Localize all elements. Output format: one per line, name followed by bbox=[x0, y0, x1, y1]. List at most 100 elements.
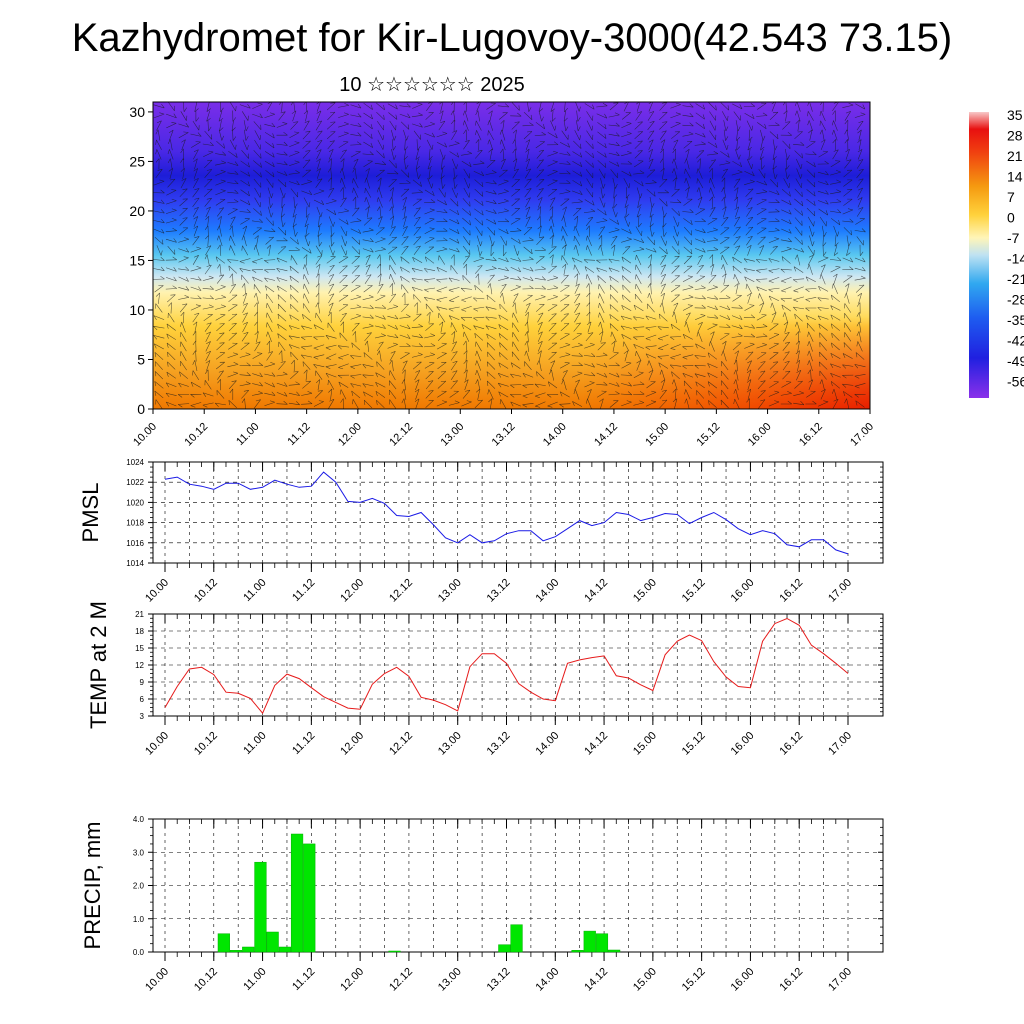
colorbar-label: -21 bbox=[1007, 271, 1024, 287]
x-tick-label: 16.12 bbox=[797, 421, 825, 449]
x-tick-label: 12.00 bbox=[336, 421, 364, 449]
x-tick-label: 15.00 bbox=[643, 421, 671, 449]
precip-bar bbox=[608, 949, 621, 953]
precip-bar bbox=[229, 950, 243, 953]
x-tick-label: 15.00 bbox=[631, 966, 659, 994]
x-tick-label: 14.00 bbox=[541, 421, 569, 449]
colorbar-ramp bbox=[969, 112, 989, 398]
x-tick-label: 17.00 bbox=[826, 966, 854, 994]
x-tick-label: 14.00 bbox=[533, 730, 561, 758]
y-tick-label: 5 bbox=[137, 351, 145, 367]
precip-bar bbox=[388, 950, 401, 953]
y-tick-label: 1018 bbox=[126, 519, 144, 528]
x-tick-label: 10.00 bbox=[143, 966, 171, 994]
y-tick-label: 10 bbox=[129, 302, 145, 318]
x-tick-label: 15.00 bbox=[631, 730, 659, 758]
colorbar-label: -14 bbox=[1007, 251, 1024, 267]
y-tick-label: 1.0 bbox=[133, 915, 145, 924]
precip-panel: 0.0 1.0 2.0 3.0 4.0 10.00 10.12 11.00 11.12 12.00… bbox=[80, 815, 884, 994]
y-tick-label: 3 bbox=[140, 712, 145, 721]
precip-bar bbox=[242, 946, 255, 953]
x-tick-label: 15.12 bbox=[695, 421, 723, 449]
x-tick-label: 10.00 bbox=[143, 730, 171, 758]
x-tick-label: 10.12 bbox=[192, 966, 220, 994]
y-axis-label: TEMP at 2 M bbox=[86, 601, 111, 729]
x-tick-label: 15.12 bbox=[680, 966, 708, 994]
x-tick-label: 10.12 bbox=[192, 730, 220, 758]
x-tick-label: 16.00 bbox=[729, 577, 757, 605]
x-tick-label: 12.00 bbox=[338, 577, 366, 605]
colorbar-label: -35 bbox=[1007, 312, 1024, 328]
x-tick-label: 16.12 bbox=[777, 577, 805, 605]
x-tick-label: 11.00 bbox=[241, 966, 268, 993]
precip-bar bbox=[303, 843, 316, 953]
precip-bar bbox=[217, 933, 230, 953]
y-tick-label: 4.0 bbox=[133, 815, 145, 824]
colorbar-label: -7 bbox=[1007, 230, 1020, 246]
colorbar-labels: 35 28 21 14 7 0 -7 -14 -21 -28 -35 -42 -49 -56 bbox=[1007, 107, 1024, 390]
x-tick-label: 13.00 bbox=[436, 577, 464, 605]
colorbar: 35 28 21 14 7 0 -7 -14 -21 -28 -35 -42 -49 -56 bbox=[969, 107, 1024, 398]
x-tick-label: 15.12 bbox=[680, 730, 708, 758]
y-axis-label: PMSL bbox=[78, 483, 103, 543]
x-tick-label: 14.12 bbox=[592, 421, 620, 449]
plot-frame bbox=[152, 461, 884, 564]
page-title: Kazhydromet for Kir-Lugovoy-3000(42.543 … bbox=[71, 16, 953, 60]
x-tick-label: 12.12 bbox=[387, 730, 415, 758]
y-tick-label: 3.0 bbox=[133, 848, 145, 857]
x-tick-label: 14.00 bbox=[533, 966, 561, 994]
precip-bar bbox=[583, 930, 596, 953]
y-axis-label: PRECIP, mm bbox=[80, 822, 105, 950]
x-tick-label: 12.12 bbox=[387, 577, 415, 605]
y-tick-label: 1022 bbox=[126, 478, 144, 487]
precip-bar bbox=[254, 861, 267, 953]
pmsl-series-line bbox=[164, 471, 849, 555]
y-tick-label: 30 bbox=[129, 104, 145, 120]
x-tick-label: 16.00 bbox=[729, 966, 757, 994]
colorbar-label: 28 bbox=[1007, 128, 1023, 144]
wind-vector-field bbox=[153, 102, 866, 409]
x-tick-label: 13.00 bbox=[438, 421, 466, 449]
x-tick-label: 14.12 bbox=[582, 577, 610, 605]
precip-bar bbox=[510, 924, 523, 953]
colorbar-label: -42 bbox=[1007, 333, 1024, 349]
x-tick-label: 17.00 bbox=[826, 577, 854, 605]
page-subtitle: 10 ☆☆☆☆☆☆ 2025 bbox=[339, 74, 525, 96]
x-tick-label: 10.00 bbox=[143, 577, 171, 605]
x-tick-label: 13.12 bbox=[485, 577, 513, 605]
x-tick-label: 12.00 bbox=[338, 730, 366, 758]
y-tick-label: 1014 bbox=[126, 559, 144, 568]
y-tick-label: 0.0 bbox=[133, 948, 145, 957]
x-tick-label: 12.12 bbox=[387, 966, 415, 994]
wind-vectors bbox=[153, 102, 866, 409]
temp-series-line bbox=[164, 617, 849, 715]
precip-bar bbox=[278, 946, 291, 953]
x-tick-label: 16.00 bbox=[729, 730, 757, 758]
y-tick-label: 21 bbox=[135, 610, 144, 619]
x-tick-label: 10.12 bbox=[192, 577, 220, 605]
x-tick-label: 17.00 bbox=[826, 730, 854, 758]
colorbar-label: 14 bbox=[1007, 169, 1023, 185]
cross-section-panel: 0 5 10 15 20 25 30 10.00 10.12 11.00 11.12 12.00 12… bbox=[129, 101, 876, 449]
y-tick-label: 25 bbox=[129, 153, 145, 169]
y-tick-label: 2.0 bbox=[133, 882, 145, 891]
x-tick-label: 13.00 bbox=[436, 966, 464, 994]
x-tick-label: 15.00 bbox=[631, 577, 659, 605]
y-tick-label: 15 bbox=[135, 644, 144, 653]
x-tick-label: 13.12 bbox=[485, 730, 513, 758]
x-tick-label: 11.12 bbox=[290, 577, 317, 604]
cross-section-y-axis: 0 5 10 15 20 25 30 bbox=[129, 104, 153, 417]
x-tick-label: 14.12 bbox=[582, 730, 610, 758]
x-tick-label: 13.00 bbox=[436, 730, 464, 758]
colorbar-label: 0 bbox=[1007, 210, 1015, 226]
y-tick-label: 0 bbox=[137, 401, 145, 417]
precip-bar bbox=[498, 944, 511, 953]
precip-bar bbox=[266, 931, 279, 953]
y-tick-label: 1020 bbox=[126, 498, 144, 507]
x-tick-label: 16.12 bbox=[777, 966, 805, 994]
x-tick-label: 11.12 bbox=[285, 421, 312, 448]
colorbar-label: -28 bbox=[1007, 292, 1024, 308]
y-tick-label: 9 bbox=[140, 678, 145, 687]
x-tick-label: 17.00 bbox=[848, 421, 876, 449]
